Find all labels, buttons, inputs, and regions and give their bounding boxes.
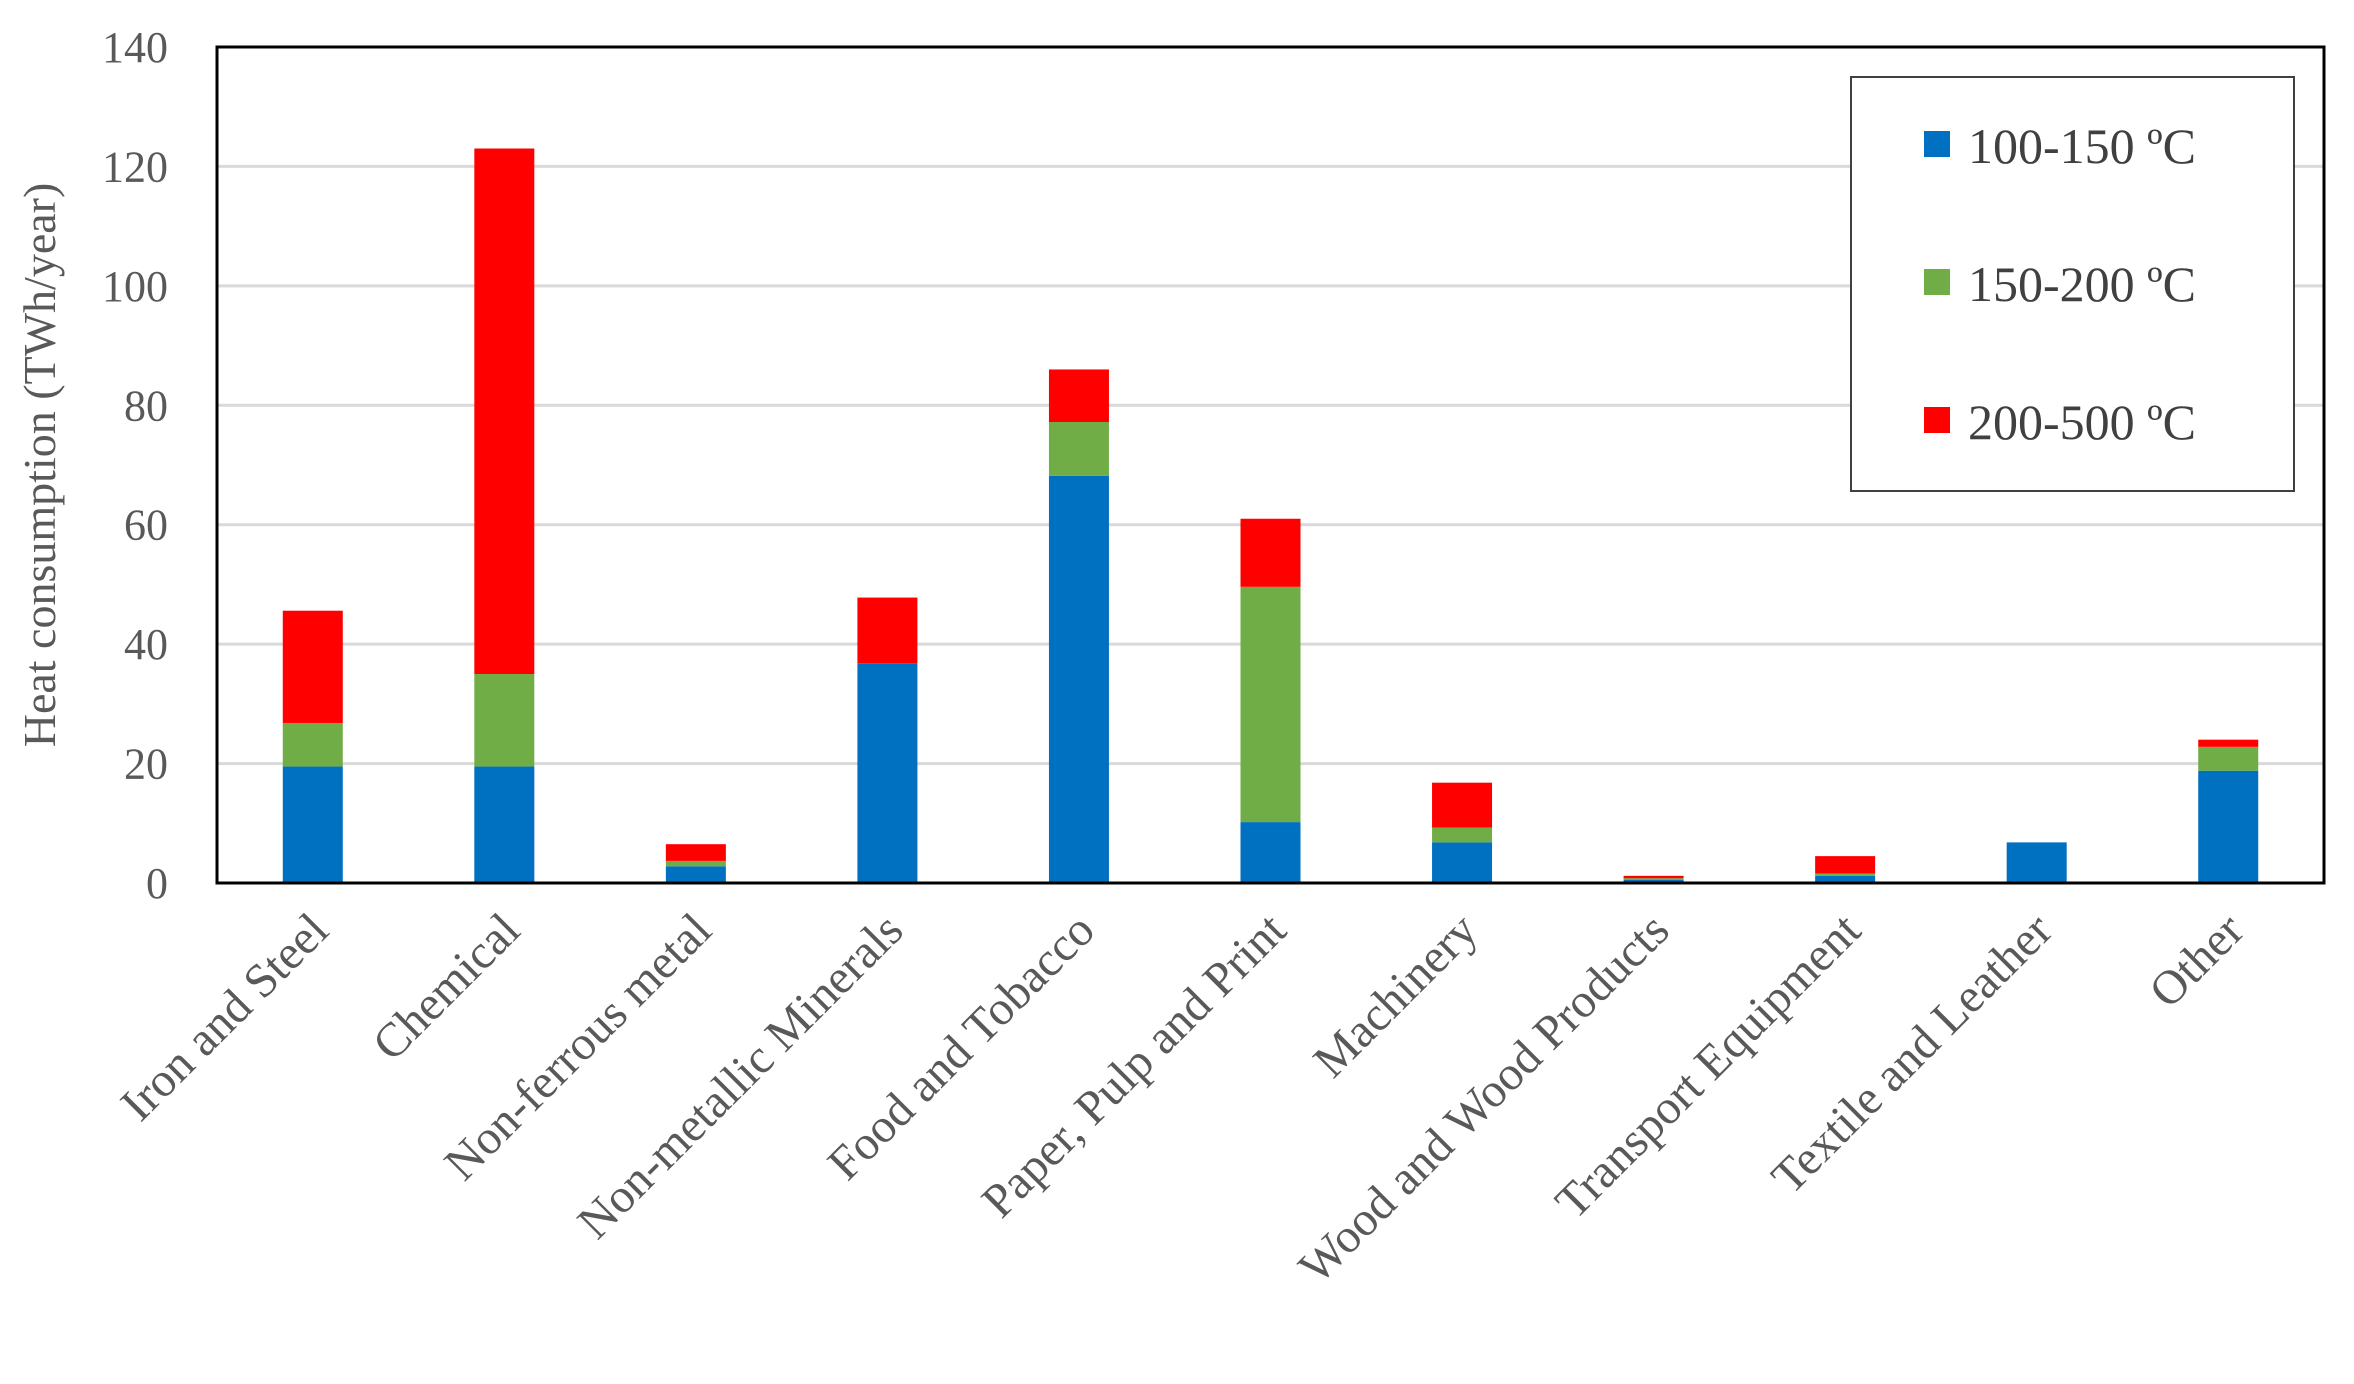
legend: 100-150 ºC 150-200 ºC 200-500 ºC: [1850, 76, 2295, 492]
bar-segment: [474, 674, 535, 767]
x-tick-label: Other: [2139, 903, 2254, 1018]
bar-segment: [1815, 873, 1876, 876]
y-tick-label: 140: [102, 23, 168, 72]
legend-swatch: [1924, 131, 1950, 157]
y-tick-label: 120: [102, 142, 168, 191]
legend-items: 100-150 ºC 150-200 ºC 200-500 ºC: [1924, 118, 2196, 450]
bar-segment: [2198, 739, 2259, 747]
bar-segment: [2198, 770, 2259, 883]
y-axis-ticks: 0 20 40 60 80 100 120 140: [102, 23, 168, 908]
y-tick-label: 60: [124, 501, 168, 550]
bar-segment: [1048, 475, 1109, 883]
y-tick-label: 80: [124, 381, 168, 430]
bar-segment: [1240, 518, 1301, 587]
bar-segment: [282, 766, 343, 883]
plot-frame: [215, 45, 2326, 885]
bar-segment: [2006, 842, 2067, 883]
bar-segment: [282, 610, 343, 723]
y-tick-label: 40: [124, 620, 168, 669]
x-tick-label: Machinery: [1303, 903, 1487, 1087]
bar-segment: [665, 866, 726, 883]
bar-segment: [2198, 746, 2259, 771]
legend-label: 100-150 ºC: [1968, 118, 2196, 174]
bar-segment: [1815, 856, 1876, 874]
bar-segment: [665, 844, 726, 861]
bar-segment: [1432, 842, 1493, 883]
y-tick-label: 100: [102, 262, 168, 311]
bars: [282, 148, 2259, 883]
x-tick-label: Non-metallic Minerals: [568, 903, 914, 1249]
legend-label: 150-200 ºC: [1968, 256, 2196, 312]
legend-swatch: [1924, 269, 1950, 295]
y-axis-title: Heat consumption (TWh/year): [14, 183, 65, 748]
bar-segment: [665, 860, 726, 867]
legend-label: 200-500 ºC: [1968, 394, 2196, 450]
bar-segment: [1623, 878, 1684, 881]
bar-segment: [1432, 827, 1493, 843]
bar-segment: [1815, 875, 1876, 883]
bar-segment: [282, 722, 343, 767]
bar-segment: [1240, 586, 1301, 823]
bar-segment: [474, 148, 535, 674]
bar-segment: [1240, 822, 1301, 883]
bar-segment: [857, 663, 918, 883]
legend-swatch: [1924, 407, 1950, 433]
bar-segment: [857, 597, 918, 664]
x-tick-label: Wood and Wood Products: [1289, 903, 1680, 1294]
bar-segment: [1048, 422, 1109, 476]
bar-segment: [474, 766, 535, 883]
y-tick-label: 0: [146, 859, 168, 908]
bar-segment: [1048, 369, 1109, 423]
x-tick-label: Iron and Steel: [111, 903, 339, 1131]
y-tick-label: 20: [124, 740, 168, 789]
x-tick-label: Chemical: [363, 903, 531, 1071]
bar-segment: [1623, 875, 1684, 879]
bar-segment: [1432, 782, 1493, 828]
